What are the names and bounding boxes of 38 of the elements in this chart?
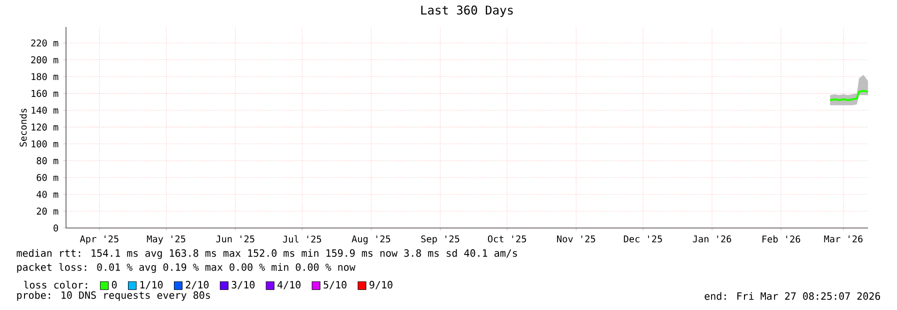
text: probe: 10 DNS requests every 80s	[17, 291, 210, 301]
y-tick-label: 100 m	[32, 140, 58, 148]
text: median rtt: 154.1 ms avg 163.8 ms max 152.0 ms min 159.9 ms now 3.8 ms sd 40.1 am/s	[16, 249, 517, 259]
y-tick-label: 80 m	[36, 157, 58, 164]
legend-label: 4/10	[278, 280, 300, 290]
x-tick-label: Apr '25	[80, 235, 118, 244]
text: packet loss: 0.01 % avg 0.19 % max 0.00 % min 0.00 % now	[17, 263, 356, 273]
x-tick-label: Mar '26	[824, 235, 863, 242]
x-tick-label: Oct '25	[488, 235, 526, 242]
legend-label: 1/10	[140, 280, 163, 290]
x-tick-label: May '25	[146, 235, 186, 244]
legend-label: 2/10	[186, 280, 209, 290]
y-tick-label: 220 m	[31, 39, 58, 46]
x-tick-label: Jan '26	[692, 235, 732, 242]
x-tick-label: Feb '26	[762, 235, 800, 243]
x-tick-label: Dec '25	[624, 235, 662, 242]
chart-title: Last 360 Days	[421, 6, 513, 17]
y-tick-label: 200 m	[31, 56, 58, 64]
x-tick-label: Jun '25	[216, 235, 254, 242]
legend-label: 5/10	[324, 280, 346, 290]
legend-label: 0	[112, 280, 117, 289]
y-tick-label: 160 m	[32, 90, 58, 97]
x-tick-label: Aug '25	[352, 235, 390, 244]
legend-title: loss color:	[24, 280, 88, 289]
x-tick-label: Jul '25	[282, 235, 322, 243]
y-tick-label: 180 m	[32, 73, 58, 80]
y-tick-label: 20 m	[36, 208, 58, 215]
legend-label: 9/10	[370, 280, 392, 290]
y-axis-title: Seconds	[20, 108, 27, 147]
y-tick-label: 120 m	[32, 124, 58, 131]
x-tick-label: Nov '25	[557, 235, 596, 242]
legend-label: 3/10	[232, 280, 255, 290]
text: end: Fri Mar 27 08:25:07 2026	[704, 292, 880, 300]
y-tick-label: 40 m	[36, 190, 58, 198]
x-tick-label: Sep '25	[421, 235, 460, 244]
y-tick-label: 140 m	[32, 106, 58, 114]
y-tick-label: 60 m	[36, 174, 58, 182]
y-tick-label: 0	[54, 224, 58, 232]
